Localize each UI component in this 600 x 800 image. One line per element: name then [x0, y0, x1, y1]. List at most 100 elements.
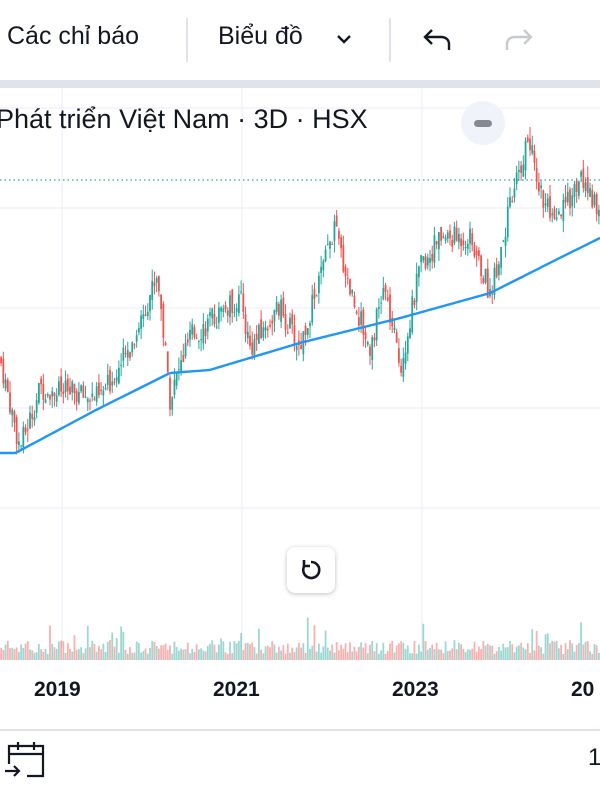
candle-body [255, 333, 258, 340]
candle-body [462, 240, 465, 246]
volume-bar [237, 640, 240, 660]
volume-bar [342, 648, 345, 660]
volume-bar [353, 646, 356, 660]
candle-body [277, 303, 280, 316]
volume-bar [33, 652, 36, 660]
candle-body [237, 294, 240, 314]
volume-bar [537, 645, 540, 660]
volume-bar [180, 648, 183, 660]
candle-body [124, 352, 127, 354]
volume-bar [486, 643, 489, 660]
candle-body [497, 264, 500, 276]
candle-body [562, 199, 565, 221]
volume-bar [357, 646, 360, 660]
volume-bar [511, 644, 514, 660]
candle-body [551, 213, 554, 216]
candle-body [55, 395, 58, 402]
candle-body [553, 209, 556, 219]
candle-body [580, 171, 583, 177]
volume-bar [560, 644, 563, 660]
volume-bar [535, 630, 538, 660]
candle-body [40, 378, 43, 385]
candle-body [35, 400, 38, 413]
candle-body [555, 217, 558, 220]
candle-body [262, 327, 265, 338]
candle-body [224, 305, 227, 310]
reset-chart-button[interactable] [287, 547, 335, 593]
candle-body [93, 398, 96, 400]
volume-bar [6, 640, 9, 660]
volume-bar [200, 648, 203, 660]
volume-bar [471, 648, 474, 660]
volume-bar [346, 652, 349, 660]
redo-icon[interactable] [500, 26, 534, 54]
candle-body [480, 255, 483, 277]
volume-bar [35, 652, 38, 660]
candle-body [502, 240, 505, 242]
volume-bar [551, 640, 554, 660]
candle-body [595, 193, 598, 215]
candle-body [337, 230, 340, 239]
volume-bar [122, 631, 125, 660]
volume-bar [429, 647, 431, 660]
undo-icon[interactable] [422, 26, 456, 54]
candle-body [169, 377, 171, 410]
volume-bar [213, 644, 216, 660]
candle-body [17, 441, 20, 446]
bottom-right-text: 1 [588, 744, 600, 771]
volume-bar [271, 641, 274, 660]
volume-bar [533, 650, 536, 660]
symbol-legend: Phát triển Việt Nam · 3D · HSX [0, 104, 368, 134]
candle-body [442, 236, 445, 238]
candle-body [246, 331, 249, 339]
chevron-down-icon[interactable] [335, 33, 353, 45]
candle-body [355, 311, 358, 314]
volume-bar [540, 647, 543, 660]
volume-bar [15, 647, 18, 660]
volume-bar [197, 649, 200, 660]
volume-bar [13, 649, 16, 660]
candle-body [213, 314, 216, 325]
candle-body [591, 190, 594, 208]
candle-body [400, 365, 403, 373]
volume-bar [75, 649, 78, 660]
collapse-legend-button[interactable] [461, 101, 505, 145]
volume-bar [491, 645, 494, 660]
go-to-date-icon[interactable] [3, 738, 47, 780]
volume-bar [331, 644, 334, 660]
candle-body [484, 268, 487, 283]
volume-bar [469, 649, 471, 660]
candle-body [22, 426, 25, 448]
volume-bar [595, 645, 598, 660]
chart-type-button[interactable]: Biểu đồ [218, 22, 303, 50]
candle-body [417, 266, 420, 278]
volume-bar [440, 649, 443, 660]
indicators-button[interactable]: Các chỉ báo [7, 22, 140, 50]
volume-bar [571, 643, 574, 660]
volume-bar [102, 643, 105, 660]
price-chart[interactable] [0, 88, 600, 728]
candle-body [149, 294, 151, 312]
candle-body [295, 345, 298, 351]
volume-bar [413, 640, 416, 660]
candle-body [257, 324, 260, 344]
candle-body [24, 427, 27, 433]
candle-body [529, 138, 531, 151]
candle-body [373, 337, 376, 341]
volume-bar [253, 647, 256, 660]
candle-body [33, 417, 36, 421]
volume-bar [404, 648, 407, 660]
candle-body [211, 308, 214, 319]
volume-bar [220, 638, 223, 660]
candle-body [162, 303, 165, 338]
volume-bar [209, 643, 211, 660]
candle-body [573, 184, 576, 197]
volume-bar [371, 640, 374, 660]
candle-body [280, 299, 283, 322]
volume-bar [582, 644, 585, 660]
candle-body [200, 339, 203, 341]
candle-body [204, 328, 207, 336]
volume-bar [62, 641, 65, 660]
volume-bar [277, 646, 280, 660]
candle-body [46, 394, 49, 397]
